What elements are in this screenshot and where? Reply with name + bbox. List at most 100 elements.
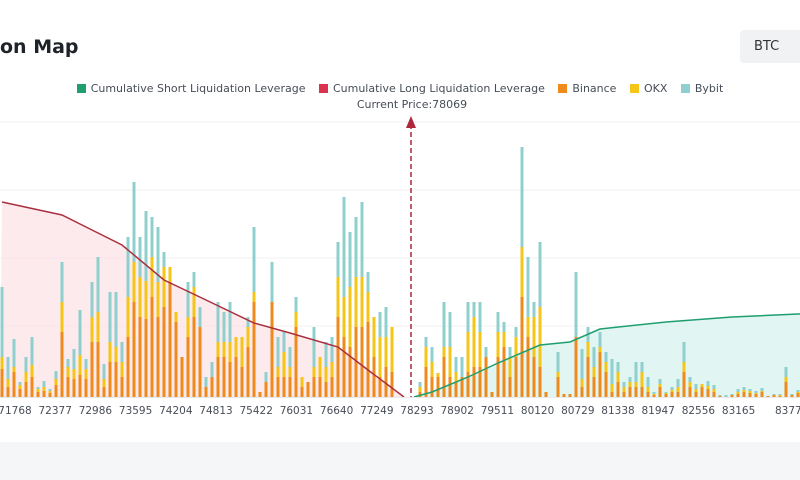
- short-side-bar-bybit: [790, 394, 794, 395]
- long-side-bar-binance: [18, 389, 22, 397]
- short-side-bar-binance: [508, 377, 512, 397]
- long-side-bar-binance: [360, 327, 364, 397]
- legend-label: Bybit: [694, 82, 724, 95]
- long-side-bar-okx: [276, 367, 280, 377]
- x-tick-label: 78293: [400, 405, 433, 417]
- short-side-bar-bybit: [634, 362, 638, 382]
- x-tick-label: 74813: [199, 405, 232, 417]
- long-side-bar-okx: [228, 342, 232, 362]
- legend-bybit[interactable]: Bybit: [680, 82, 724, 95]
- long-side-bar-bybit: [216, 302, 220, 342]
- long-side-bar-bybit: [108, 292, 112, 342]
- short-side-bar-okx: [640, 372, 644, 387]
- short-side-bar-okx: [592, 367, 596, 377]
- long-side-bar-binance: [90, 342, 94, 397]
- current-price-label: Current Price:78069: [356, 98, 468, 111]
- long-side-bar-okx: [240, 337, 244, 367]
- short-side-bar-okx: [496, 332, 500, 357]
- short-side-bar-okx: [688, 382, 692, 387]
- short-side-bar-okx: [634, 382, 638, 387]
- long-side-bar-okx: [294, 312, 298, 327]
- legend-long[interactable]: Cumulative Long Liquidation Leverage: [318, 82, 545, 95]
- short-side-bar-binance: [430, 377, 434, 397]
- short-side-bar-bybit: [418, 382, 422, 387]
- short-side-bar-bybit: [454, 357, 458, 372]
- long-side-bar-okx: [96, 312, 100, 342]
- long-side-bar-okx: [24, 372, 28, 382]
- long-side-bar-binance: [288, 377, 292, 397]
- long-side-bar-okx: [54, 379, 58, 385]
- short-side-bar-binance: [622, 392, 626, 397]
- long-side-bar-binance: [198, 327, 202, 397]
- long-side-bar-bybit: [156, 227, 160, 282]
- legend-swatch-short: [76, 84, 86, 93]
- short-side-bar-okx: [418, 387, 422, 392]
- short-side-bar-binance: [436, 377, 440, 397]
- x-tick-label: 72986: [79, 405, 113, 417]
- long-side-bar-bybit: [336, 242, 340, 277]
- long-side-bar-binance: [12, 372, 16, 397]
- long-side-bar-okx: [138, 277, 142, 317]
- long-side-bar-bybit: [18, 382, 22, 385]
- short-side-bar-okx: [670, 390, 674, 392]
- short-side-bar-okx: [700, 384, 704, 387]
- short-side-bar-bybit: [628, 377, 632, 382]
- short-side-bar-binance: [718, 396, 722, 397]
- short-side-bar-binance: [526, 337, 530, 397]
- x-tick-label: 78902: [440, 405, 473, 417]
- short-side-bar-okx: [472, 317, 476, 367]
- long-side-bar-bybit: [330, 337, 334, 362]
- long-side-bar-bybit: [24, 357, 28, 372]
- long-side-bar-bybit: [276, 337, 280, 367]
- short-side-bar-binance: [418, 392, 422, 397]
- long-side-bar-binance: [132, 302, 136, 397]
- long-side-bar-binance: [216, 357, 220, 397]
- x-tick-label: 8377: [775, 405, 800, 417]
- short-side-bar-binance: [580, 387, 584, 397]
- short-side-bar-bybit: [532, 302, 536, 317]
- long-side-bar-okx: [174, 312, 178, 322]
- long-side-bar-okx: [120, 362, 124, 377]
- short-side-bar-binance: [592, 377, 596, 397]
- legend-short[interactable]: Cumulative Short Liquidation Leverage: [76, 82, 305, 95]
- short-side-bar-binance: [658, 387, 662, 397]
- legend-okx[interactable]: OKX: [629, 82, 667, 95]
- long-side-bar-bybit: [30, 337, 34, 365]
- long-side-bar-bybit: [246, 317, 250, 327]
- short-side-bar-okx: [610, 384, 614, 392]
- short-side-bar-bybit: [430, 347, 434, 362]
- short-side-bar-bybit: [622, 382, 626, 387]
- short-side-bar-bybit: [796, 390, 800, 392]
- legend-binance[interactable]: Binance: [558, 82, 616, 95]
- short-side-bar-bybit: [640, 362, 644, 372]
- long-side-bar-binance: [162, 307, 166, 397]
- cumulative-short-line: [413, 313, 800, 398]
- short-side-bar-binance: [424, 367, 428, 397]
- legend-swatch-okx: [629, 84, 639, 93]
- long-side-bar-okx: [60, 302, 64, 332]
- long-side-bar-okx: [102, 379, 106, 387]
- long-side-bar-bybit: [384, 307, 388, 337]
- long-side-bar-binance: [258, 392, 262, 397]
- short-side-bar-okx: [646, 387, 650, 392]
- short-side-bar-binance: [790, 395, 794, 397]
- short-side-bar-okx: [556, 372, 560, 377]
- short-side-bar-okx: [742, 390, 746, 392]
- short-side-bar-bybit: [682, 342, 686, 362]
- short-side-bar-bybit: [724, 395, 728, 397]
- long-side-bar-bybit: [366, 272, 370, 292]
- short-side-bar-okx: [652, 394, 656, 395]
- short-side-bar-binance: [652, 395, 656, 397]
- short-side-bar-bybit: [718, 395, 722, 396]
- long-side-bar-okx: [144, 281, 148, 319]
- long-side-bar-okx: [126, 297, 130, 337]
- x-tick-label: 81338: [601, 405, 634, 417]
- short-side-bar-binance: [628, 387, 632, 397]
- symbol-select[interactable]: BTC: [740, 30, 800, 63]
- long-side-bar-okx: [372, 317, 376, 357]
- short-side-bar-binance: [670, 392, 674, 397]
- long-side-bar-bybit: [294, 297, 298, 312]
- short-side-bar-bybit: [610, 359, 614, 384]
- x-tick-label: 80120: [521, 405, 554, 417]
- short-side-bar-binance: [496, 357, 500, 397]
